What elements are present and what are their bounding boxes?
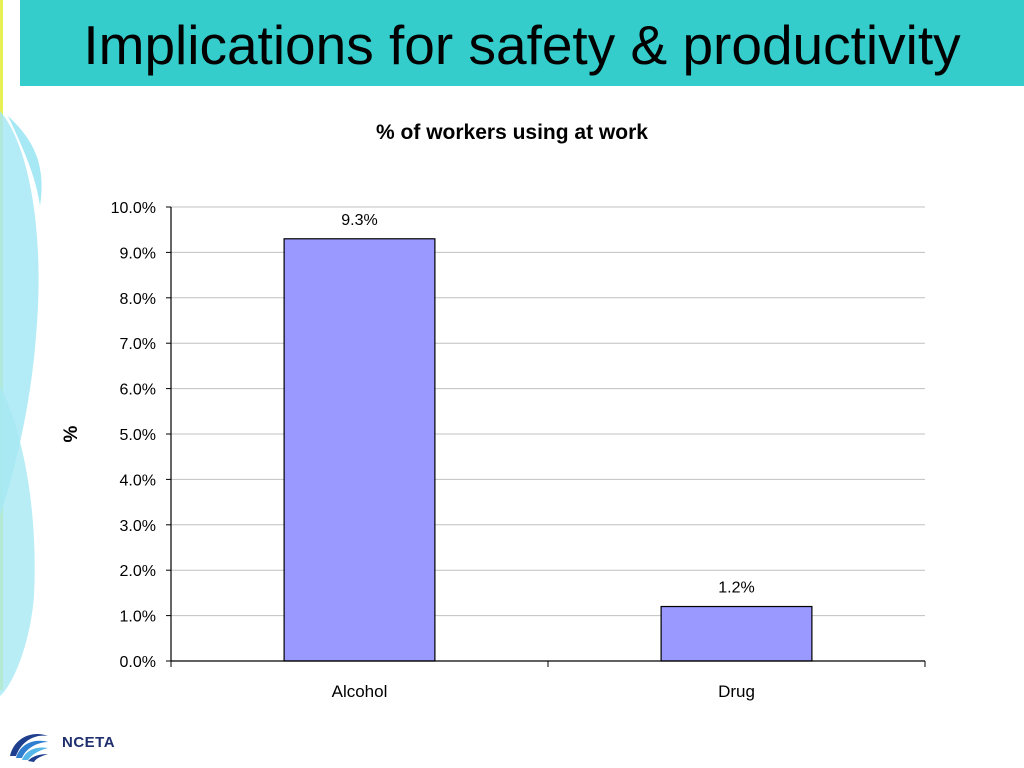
bar-drug: [660, 605, 813, 662]
y-tick-label: 3.0%: [120, 518, 156, 535]
data-label: 9.3%: [341, 212, 377, 229]
y-tick-label: 4.0%: [120, 472, 156, 489]
y-tick-label: 2.0%: [120, 563, 156, 580]
y-tick-label: 1.0%: [120, 609, 156, 626]
y-tick-label: 5.0%: [120, 427, 156, 444]
header-band: Implications for safety & productivity: [20, 0, 1024, 86]
bar-chart: % of workers using at work 0.0% 1.0% 2.0% 3.…: [61, 121, 926, 701]
data-label: 1.2%: [718, 580, 754, 597]
chart-title: % of workers using at work: [376, 121, 648, 144]
slide-title: Implications for safety & productivity: [83, 14, 961, 76]
decorative-swoosh: [0, 111, 42, 696]
y-tick-label: 0.0%: [120, 654, 156, 671]
y-tick-label: 10.0%: [111, 200, 156, 217]
y-tick-label: 9.0%: [120, 245, 156, 262]
x-tick-label: Drug: [718, 682, 755, 701]
y-tick-label: 6.0%: [120, 382, 156, 399]
y-tick-label: 8.0%: [120, 291, 156, 308]
y-axis-label: %: [61, 425, 82, 442]
logo-text: NCETA: [62, 734, 116, 751]
nceta-swirl-icon: [10, 734, 48, 762]
x-tick-label: Alcohol: [332, 682, 388, 701]
y-tick-label: 7.0%: [120, 336, 156, 353]
bar-alcohol: [283, 238, 436, 662]
nceta-logo: NCETA: [4, 726, 144, 764]
